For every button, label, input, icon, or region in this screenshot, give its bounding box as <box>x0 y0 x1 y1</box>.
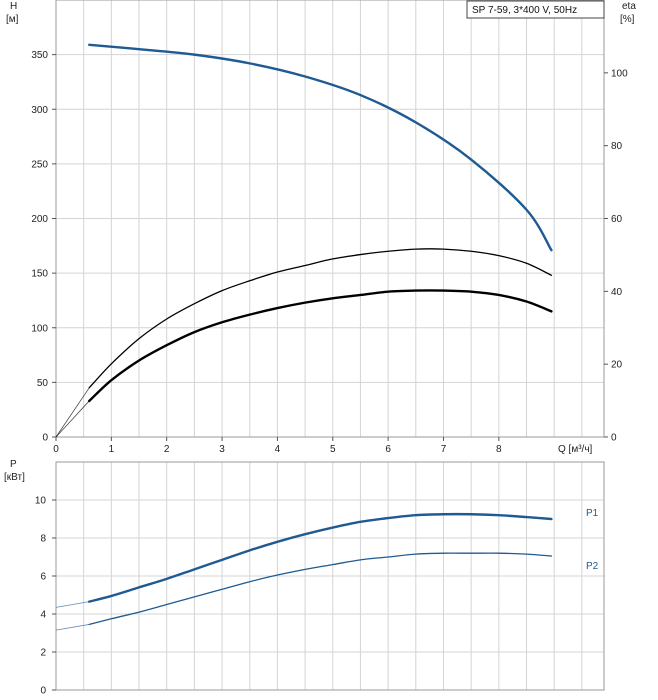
head-tick-label: 300 <box>31 105 48 116</box>
head-tick-label: 350 <box>31 50 48 61</box>
bottom-plot-series <box>55 512 553 631</box>
flow-tick-label: 0 <box>53 444 59 455</box>
head-tick-label: 200 <box>31 214 48 225</box>
top-series-1 <box>55 387 90 438</box>
head-axis-label-1: H <box>10 1 17 12</box>
power-tick-label: 8 <box>40 534 46 545</box>
head-tick-label: 150 <box>31 269 48 280</box>
p2-series-label: P2 <box>586 561 599 572</box>
head-axis-label-2: [м] <box>6 14 19 25</box>
eta-tick-label: 20 <box>611 360 623 371</box>
power-series-lead-1 <box>55 624 90 631</box>
eta-tick-label: 0 <box>611 433 617 444</box>
power-series-P2 <box>88 552 553 626</box>
flow-tick-label: 1 <box>109 444 115 455</box>
head-tick-label: 0 <box>42 433 48 444</box>
p1-series-label: P1 <box>586 508 599 519</box>
eta-tick-label: 100 <box>611 68 628 79</box>
power-tick-label: 2 <box>40 648 46 659</box>
legend-text: SP 7-59, 3*400 V, 50Hz <box>472 5 577 16</box>
eta-tick-label: 80 <box>611 141 623 152</box>
bottom-plot-grid <box>56 461 604 690</box>
flow-tick-label: 3 <box>219 444 225 455</box>
power-tick-label: 4 <box>40 610 46 621</box>
eta-tick-label: 60 <box>611 214 623 225</box>
top-plot-series <box>55 43 553 438</box>
head-tick-label: 100 <box>31 323 48 334</box>
legend-box: SP 7-59, 3*400 V, 50Hz <box>466 0 605 19</box>
power-tick-label: 6 <box>40 572 46 583</box>
power-series-P1 <box>88 512 553 603</box>
top-series-3 <box>55 400 90 438</box>
top-series-0 <box>88 43 553 252</box>
top-series-2 <box>88 248 553 389</box>
power-tick-label: 10 <box>35 496 47 507</box>
power-series-lead-0 <box>55 601 90 608</box>
eta-tick-label: 40 <box>611 287 623 298</box>
head-tick-label: 50 <box>37 378 49 389</box>
flow-tick-label: 7 <box>441 444 447 455</box>
eta-axis-label-1: eta <box>622 1 636 12</box>
eta-axis-label-2: [%] <box>620 14 635 25</box>
flow-tick-label: 4 <box>275 444 281 455</box>
power-axis-label-1: P <box>10 459 17 470</box>
flow-tick-label: 8 <box>496 444 502 455</box>
power-tick-label: 0 <box>40 686 46 697</box>
flow-tick-label: 6 <box>385 444 391 455</box>
flow-axis-label: Q [м³/ч] <box>558 444 593 455</box>
top-plot-grid <box>56 0 604 437</box>
flow-tick-label: 2 <box>164 444 170 455</box>
flow-tick-label: 5 <box>330 444 336 455</box>
top-series-4 <box>88 289 553 403</box>
power-axis-label-2: [кВт] <box>4 472 25 483</box>
head-tick-label: 250 <box>31 159 48 170</box>
